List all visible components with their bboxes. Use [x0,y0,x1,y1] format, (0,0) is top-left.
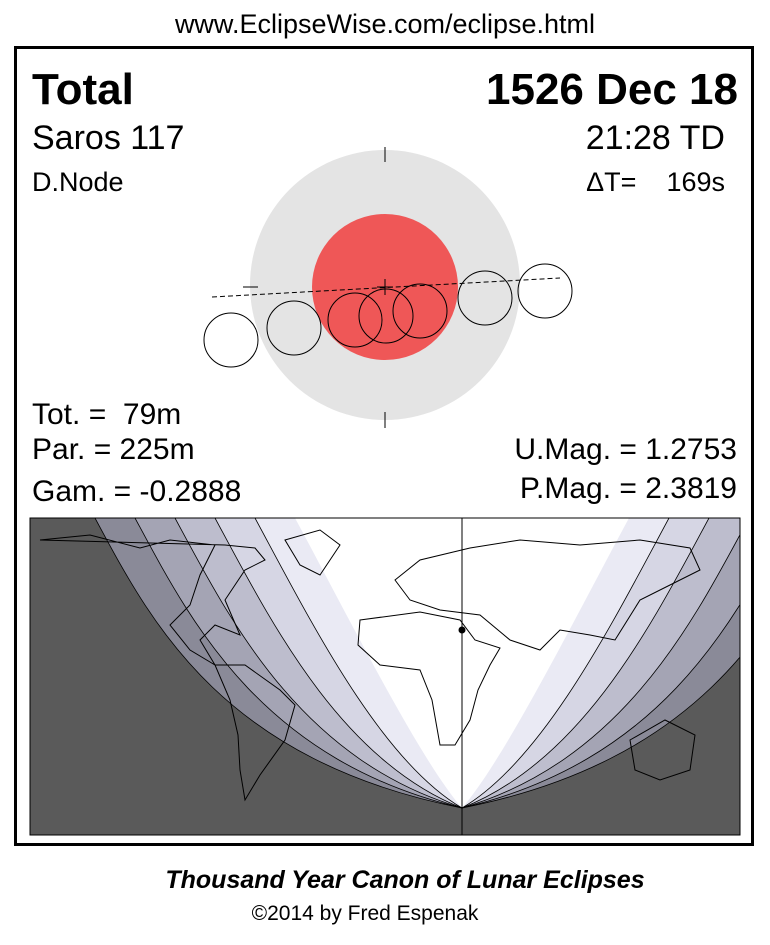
total-duration: Tot. = 79m [32,398,181,431]
world-map [29,517,741,836]
node: D.Node [32,167,124,197]
partial-duration: Par. = 225m [32,433,195,466]
eclipse-diagram [203,147,573,428]
footer-title: Thousand Year Canon of Lunar Eclipses [165,866,644,894]
copyright: ©2014 by Fred Espenak [252,902,479,925]
time: 21:28 TD [586,119,725,157]
umbral-magnitude: U.Mag. = 1.2753 [514,433,737,466]
delta-t: ΔT= 169s [586,167,725,197]
eclipse-date: 1526 Dec 18 [486,65,738,114]
gamma: Gam. = -0.2888 [32,475,241,508]
eclipse-type: Total [32,65,134,114]
frame [14,46,754,846]
url: www.EclipseWise.com/eclipse.html [174,9,595,39]
penumbral-magnitude: P.Mag. = 2.3819 [520,472,737,505]
saros: Saros 117 [32,119,184,157]
